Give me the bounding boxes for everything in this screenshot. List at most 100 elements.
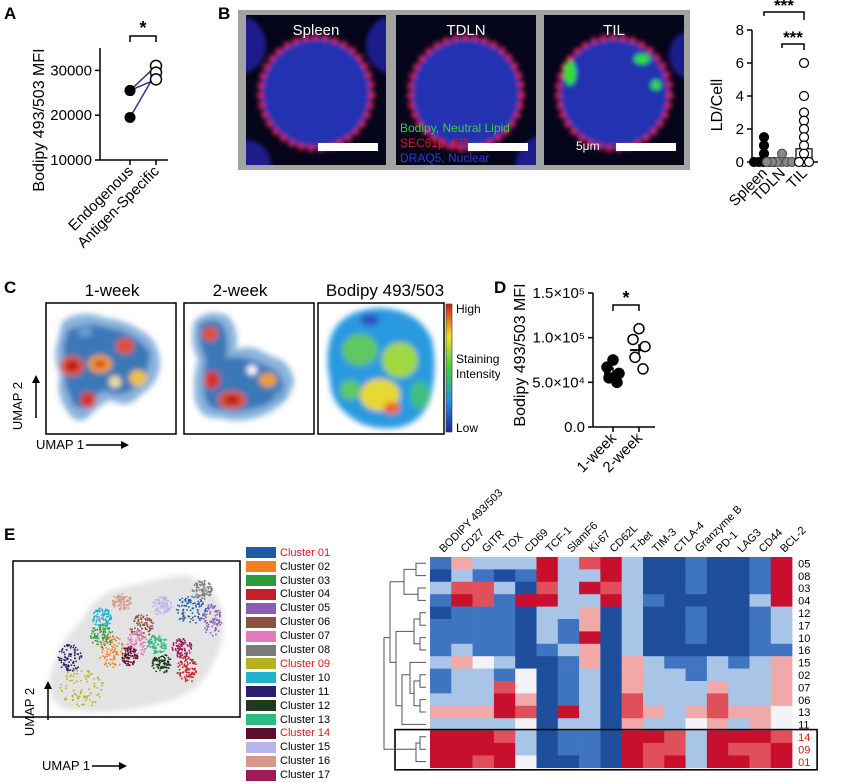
- umap-e-point: [103, 610, 106, 613]
- umap-e-point: [93, 634, 96, 637]
- umap-e-point: [197, 586, 200, 589]
- heatmap-cell: [770, 569, 793, 583]
- umap-e-point: [157, 650, 160, 653]
- heatmap-cell: [600, 656, 622, 669]
- umap-e-point: [105, 653, 108, 655]
- heatmap-cell: [664, 718, 686, 731]
- heatmap-cell: [621, 631, 644, 645]
- umap-e-point: [109, 658, 112, 661]
- umap-e-point: [178, 618, 181, 621]
- d-sig-bracket: [612, 304, 640, 311]
- umap-title-1week: 1-week: [84, 281, 140, 300]
- umap-e-point: [138, 631, 141, 633]
- umap-e-point: [100, 688, 103, 691]
- umap-e-point: [146, 617, 149, 619]
- umap-e-point: [123, 647, 126, 650]
- umap-e-point: [98, 696, 101, 698]
- umap-e-point: [141, 648, 144, 651]
- umap-e-point: [108, 654, 111, 657]
- heatmap-cell: [643, 755, 665, 769]
- umap-e-point: [128, 634, 131, 636]
- umap-e-point: [179, 664, 181, 667]
- umap-e-point: [189, 601, 192, 604]
- heatmap-cell: [728, 631, 750, 645]
- heatmap-cell: [685, 581, 708, 595]
- umap-e-point: [215, 609, 218, 612]
- umap-e-point: [197, 596, 199, 598]
- umap-e-point: [116, 636, 118, 639]
- heatmap-cell: [430, 631, 452, 645]
- umap-e-point: [162, 605, 165, 608]
- umap-e-point: [90, 637, 93, 640]
- umap-e-point: [129, 596, 132, 599]
- heatmap-cell: [621, 681, 644, 694]
- heatmap-cell: [515, 581, 537, 595]
- umap-e-point: [188, 668, 191, 670]
- umap-e-xlabel: UMAP 1: [42, 758, 90, 773]
- micrograph-spleen: Spleen: [246, 15, 386, 165]
- umap-e-point: [66, 678, 68, 681]
- umap-e-point: [74, 650, 76, 653]
- d-point: [607, 354, 619, 366]
- b-point: [761, 156, 773, 168]
- umap-e-point: [165, 604, 168, 607]
- umap-e-point: [210, 587, 213, 590]
- umap-e-point: [107, 614, 110, 616]
- umap-e-point: [107, 615, 109, 618]
- umap-e-point: [94, 639, 97, 642]
- umap-e-point: [126, 643, 129, 646]
- heatmap-cell: [643, 705, 665, 719]
- heatmap-cell: [685, 693, 708, 707]
- heatmap-cell: [493, 581, 516, 595]
- umap-e-point: [105, 647, 108, 649]
- umap-e-point: [204, 588, 207, 591]
- umap-e-point: [193, 596, 196, 599]
- umap-e-point: [218, 619, 221, 622]
- umap-e-point: [108, 662, 110, 665]
- umap-e-point: [153, 646, 156, 649]
- umap-e-point: [123, 657, 125, 660]
- umap-e-point: [112, 651, 114, 653]
- umap-e-point: [111, 661, 114, 664]
- cluster-legend-item: Cluster 11: [246, 685, 329, 699]
- umap-e-point: [177, 604, 179, 607]
- umap-e-point: [71, 699, 74, 702]
- umap-e-point: [165, 596, 168, 599]
- heatmap-cell: [643, 730, 665, 744]
- umap-e-point: [189, 673, 192, 676]
- cluster-legend-item: Cluster 16: [246, 755, 330, 769]
- umap-e-point: [160, 640, 162, 643]
- umap-e-point: [207, 604, 210, 607]
- umap-c-ylabel: UMAP 2: [10, 382, 25, 430]
- heatmap-cell: [430, 643, 452, 657]
- umap-e-point: [203, 618, 206, 620]
- umap-e-point: [163, 603, 166, 605]
- heatmap-cell: [451, 730, 473, 744]
- umap-e-point: [190, 659, 193, 661]
- umap-e-point: [92, 701, 94, 703]
- umap-e-point: [177, 609, 180, 612]
- umap-e-point: [155, 608, 158, 610]
- heatmap-col-label: CD69: [522, 527, 550, 555]
- heatmap-cell: [579, 718, 601, 731]
- umap-e-point: [129, 628, 132, 630]
- heatmap-cell: [451, 569, 473, 583]
- umap-e-point: [142, 632, 145, 634]
- heatmap-cell: [749, 619, 772, 632]
- umap-e-point: [99, 656, 101, 659]
- umap-e-point: [181, 666, 184, 669]
- cluster-legend-item: Cluster 13: [246, 713, 330, 727]
- umap-e-point: [154, 610, 156, 612]
- umap-e-point: [121, 656, 124, 659]
- b-sig-bracket-1: [763, 11, 805, 20]
- heatmap-cell: [451, 668, 473, 682]
- umap-e-point: [162, 642, 165, 644]
- heatmap-cell: [451, 606, 473, 620]
- umap-e-point: [138, 629, 140, 632]
- legend-sec61: SEC61β, ER: [400, 136, 469, 150]
- heatmap-cell: [749, 557, 772, 570]
- umap-e-point: [107, 641, 110, 644]
- umap-e-point: [65, 658, 68, 660]
- b-point: [798, 140, 810, 151]
- heatmap-cell: [621, 656, 644, 669]
